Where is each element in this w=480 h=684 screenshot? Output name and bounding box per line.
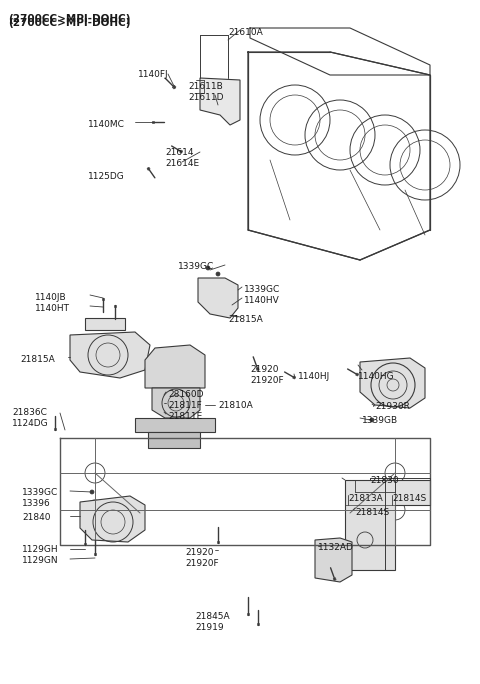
Text: 1140HG: 1140HG: [358, 372, 395, 381]
Text: 1339GC: 1339GC: [244, 285, 280, 294]
Text: 1140FJ: 1140FJ: [138, 70, 168, 79]
Polygon shape: [148, 432, 200, 448]
Circle shape: [216, 272, 220, 276]
Text: 1140HJ: 1140HJ: [298, 372, 330, 381]
Polygon shape: [217, 541, 219, 543]
Text: 1339GB: 1339GB: [362, 416, 398, 425]
Text: 1124DG: 1124DG: [12, 419, 48, 428]
Text: 21930R: 21930R: [375, 402, 410, 411]
Text: 21610A: 21610A: [228, 28, 263, 37]
Text: 21611D: 21611D: [188, 93, 224, 102]
Text: 21815A: 21815A: [228, 315, 263, 324]
Text: 21920F: 21920F: [185, 559, 218, 568]
Circle shape: [370, 418, 374, 422]
Polygon shape: [257, 623, 259, 625]
Circle shape: [90, 490, 94, 494]
Polygon shape: [114, 305, 116, 307]
Polygon shape: [54, 428, 56, 430]
Polygon shape: [198, 278, 238, 318]
Text: 1140HV: 1140HV: [244, 296, 280, 305]
Text: 1125DG: 1125DG: [88, 172, 125, 181]
Polygon shape: [333, 578, 336, 581]
Text: 28160D: 28160D: [168, 390, 204, 399]
Text: 1140HT: 1140HT: [35, 304, 70, 313]
Text: 21919: 21919: [195, 623, 224, 632]
Polygon shape: [360, 358, 425, 408]
Text: 1140JB: 1140JB: [35, 293, 67, 302]
Text: 21815A: 21815A: [20, 355, 55, 364]
Text: 1339GC: 1339GC: [178, 262, 214, 271]
Polygon shape: [147, 168, 150, 170]
Polygon shape: [356, 373, 359, 376]
Text: 1140MC: 1140MC: [88, 120, 125, 129]
Text: 21920: 21920: [250, 365, 278, 374]
Polygon shape: [152, 388, 200, 418]
Polygon shape: [345, 480, 430, 570]
Text: 1129GH: 1129GH: [22, 545, 59, 554]
Text: 21830: 21830: [370, 476, 398, 485]
Text: 21814S: 21814S: [355, 508, 389, 517]
Polygon shape: [70, 332, 150, 378]
Text: 13396: 13396: [22, 499, 51, 508]
Text: 21611B: 21611B: [188, 82, 223, 91]
Polygon shape: [80, 496, 145, 542]
Polygon shape: [135, 418, 215, 432]
Circle shape: [206, 266, 210, 270]
Text: 21813A: 21813A: [348, 494, 383, 503]
Text: 1132AD: 1132AD: [318, 543, 354, 552]
Text: 21811E: 21811E: [168, 412, 202, 421]
Text: 1129GN: 1129GN: [22, 556, 59, 565]
Polygon shape: [152, 121, 154, 123]
Text: (2700CC>MPI-DOHC): (2700CC>MPI-DOHC): [8, 18, 131, 28]
Text: 21920: 21920: [185, 548, 214, 557]
Polygon shape: [85, 318, 125, 330]
Text: 21840: 21840: [22, 513, 50, 522]
Polygon shape: [247, 613, 249, 615]
Polygon shape: [94, 553, 96, 555]
Text: 21845A: 21845A: [195, 612, 229, 621]
Polygon shape: [256, 368, 259, 371]
Text: 21920F: 21920F: [250, 376, 284, 385]
Polygon shape: [172, 86, 176, 89]
Text: 21614: 21614: [165, 148, 193, 157]
Polygon shape: [102, 298, 104, 300]
Polygon shape: [145, 345, 205, 388]
Polygon shape: [293, 376, 296, 379]
Polygon shape: [315, 538, 352, 582]
Text: (2700CC>MPI-DOHC): (2700CC>MPI-DOHC): [8, 14, 131, 24]
Polygon shape: [200, 78, 240, 125]
Text: 21814S: 21814S: [392, 494, 426, 503]
Polygon shape: [84, 543, 86, 545]
Text: 21614E: 21614E: [165, 159, 199, 168]
Text: 21836C: 21836C: [12, 408, 47, 417]
Text: 1339GC: 1339GC: [22, 488, 58, 497]
Text: 21810A: 21810A: [218, 401, 253, 410]
Polygon shape: [180, 150, 182, 153]
Text: 21811F: 21811F: [168, 401, 202, 410]
